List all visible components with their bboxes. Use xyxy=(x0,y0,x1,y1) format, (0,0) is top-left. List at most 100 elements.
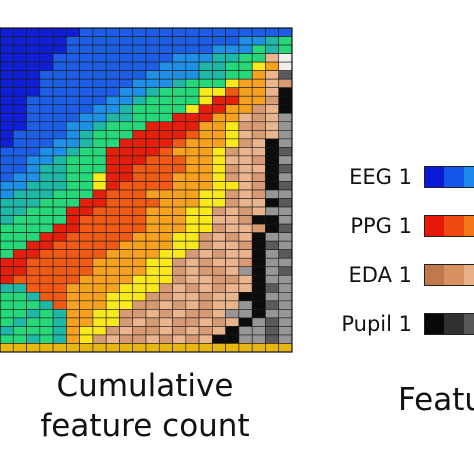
heatmap-cell xyxy=(66,138,80,148)
heatmap-cell xyxy=(238,249,253,259)
heatmap-cell xyxy=(132,70,147,80)
heatmap-cell xyxy=(172,240,187,250)
heatmap-cell xyxy=(79,130,94,140)
heatmap-cell xyxy=(79,36,94,46)
heatmap-cell xyxy=(278,70,293,80)
heatmap-cell xyxy=(265,112,280,123)
heatmap-cell xyxy=(185,198,200,208)
heatmap-cell xyxy=(66,53,80,63)
heatmap-cell xyxy=(12,78,27,88)
heatmap-cell xyxy=(278,130,293,140)
heatmap-cell xyxy=(52,112,67,123)
heatmap-cell xyxy=(52,300,67,310)
heatmap-cell xyxy=(66,147,80,157)
legend-swatch-segment xyxy=(444,216,464,236)
heatmap-cell xyxy=(265,44,280,54)
heatmap-cell xyxy=(158,130,173,140)
heatmap-cell xyxy=(278,147,293,157)
heatmap-cell xyxy=(0,198,14,208)
heatmap-cell xyxy=(39,95,54,106)
heatmap-cell xyxy=(212,138,226,148)
heatmap-cell xyxy=(145,70,160,80)
heatmap-cell xyxy=(66,27,80,37)
heatmap-cell xyxy=(79,300,94,310)
heatmap-cell xyxy=(225,249,240,259)
heatmap-cell xyxy=(26,300,41,310)
heatmap-cell xyxy=(79,53,94,63)
heatmap-cell xyxy=(238,70,253,80)
heatmap-cell xyxy=(278,249,293,259)
heatmap-cell xyxy=(251,112,266,123)
heatmap-cell xyxy=(105,87,120,97)
legend-label: Pupil 1 xyxy=(341,312,412,336)
heatmap-cell xyxy=(12,240,27,250)
heatmap-cell xyxy=(185,27,200,37)
heatmap-cell xyxy=(251,121,266,131)
heatmap-cell xyxy=(0,343,14,353)
heatmap-cell xyxy=(278,95,293,106)
heatmap-cell xyxy=(198,112,213,123)
heatmap-cell xyxy=(119,147,134,157)
heatmap-cell xyxy=(39,70,54,80)
heatmap-cell xyxy=(119,300,134,310)
heatmap-cell xyxy=(52,189,67,199)
heatmap-cell xyxy=(278,198,293,208)
heatmap-cell xyxy=(26,249,41,259)
heatmap-cell xyxy=(238,112,253,123)
heatmap-cell xyxy=(79,78,94,88)
heatmap-cell xyxy=(132,240,147,250)
heatmap-cell xyxy=(225,27,240,37)
heatmap-cell xyxy=(132,36,147,46)
heatmap-cell xyxy=(52,78,67,88)
x-axis-label-line2: feature count xyxy=(40,408,250,444)
heatmap-cell xyxy=(185,130,200,140)
heatmap-cell xyxy=(0,147,14,157)
heatmap-cell xyxy=(26,138,41,148)
heatmap-cell xyxy=(92,36,107,46)
heatmap-cell xyxy=(238,36,253,46)
legend-swatch-segment xyxy=(444,265,464,285)
legend-swatch xyxy=(424,264,474,286)
heatmap-cell xyxy=(158,87,173,97)
heatmap-cell xyxy=(158,249,173,259)
heatmap-cell xyxy=(238,300,253,310)
heatmap-cell xyxy=(212,130,226,140)
heatmap-cell xyxy=(39,121,54,131)
heatmap-cell xyxy=(238,189,253,199)
legend-swatch-segment xyxy=(425,216,445,236)
heatmap-cell xyxy=(158,70,173,80)
heatmap-cell xyxy=(278,300,293,310)
heatmap-cell xyxy=(119,130,134,140)
heatmap-cell xyxy=(0,249,14,259)
heatmap-cell xyxy=(265,61,280,71)
heatmap-cell xyxy=(66,104,80,114)
heatmap-cell xyxy=(92,343,107,353)
heatmap-cell xyxy=(92,147,107,157)
heatmap-cell xyxy=(26,130,41,140)
heatmap-cell xyxy=(26,240,41,250)
heatmap-cell xyxy=(185,249,200,259)
heatmap-cell xyxy=(132,300,147,310)
heatmap-cell xyxy=(172,36,187,46)
heatmap-cell xyxy=(225,70,240,80)
heatmap-cell xyxy=(185,138,200,148)
heatmap-cell xyxy=(105,198,120,208)
heatmap-cell xyxy=(185,70,200,80)
heatmap-cell xyxy=(158,198,173,208)
heatmap-cell xyxy=(238,53,253,63)
heatmap-cell xyxy=(212,53,226,63)
heatmap-cell xyxy=(225,104,240,114)
heatmap-cell xyxy=(0,189,14,199)
heatmap-cell xyxy=(52,87,67,97)
heatmap-cell xyxy=(225,130,240,140)
heatmap-cell xyxy=(198,27,213,37)
legend-swatch-segment xyxy=(444,314,464,334)
heatmap-cell xyxy=(52,292,67,302)
heatmap-cell xyxy=(185,104,200,114)
heatmap-cell xyxy=(105,138,120,148)
heatmap-cell xyxy=(158,189,173,199)
heatmap-cell xyxy=(158,121,173,131)
legend-swatch-segment xyxy=(425,265,445,285)
heatmap-cell xyxy=(198,240,213,250)
heatmap-cell xyxy=(26,104,41,114)
